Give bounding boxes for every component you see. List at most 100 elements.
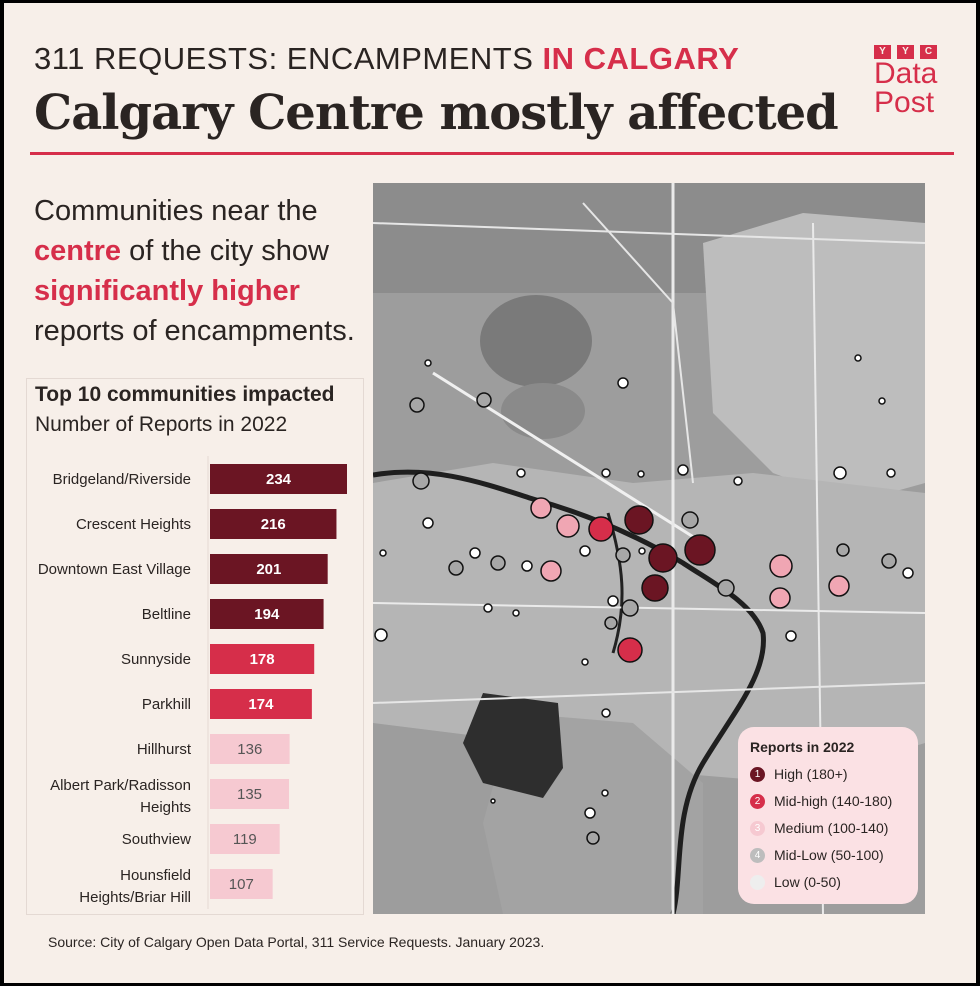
legend-label: Medium (100-140) — [774, 820, 889, 836]
highway-5 — [373, 682, 925, 704]
marker-low — [579, 545, 591, 557]
marker-low — [584, 807, 596, 819]
marker-low — [601, 468, 611, 478]
marker-low — [581, 658, 589, 666]
high-markers — [624, 505, 716, 602]
marker-midlow — [586, 831, 600, 845]
legend-swatch-midlow: 4 — [750, 847, 765, 863]
marker-low — [601, 789, 609, 797]
legend-label: Mid-high (140-180) — [774, 793, 893, 809]
marker-medium — [556, 514, 580, 538]
marker-high — [684, 534, 716, 566]
marker-midlow — [412, 472, 430, 490]
map-canvas — [373, 183, 925, 914]
logo-letter-2: Y — [897, 45, 914, 59]
kicker: 311 REQUESTS: ENCAMPMENTS IN CALGARY — [34, 41, 739, 77]
marker-midlow — [476, 392, 492, 408]
kicker-prefix: 311 REQUESTS: ENCAMPMENTS — [34, 41, 543, 76]
legend-label: Low (0-50) — [774, 874, 841, 890]
headline: Calgary Centre mostly affected — [34, 85, 839, 141]
marker-low — [483, 603, 493, 613]
marker-low — [617, 377, 629, 389]
bar-row: 194 Beltline — [142, 599, 324, 629]
bar — [210, 554, 328, 584]
bar — [210, 464, 347, 494]
bar — [210, 644, 315, 674]
bar-row: 178 Sunnyside — [121, 644, 315, 674]
bar — [210, 869, 273, 899]
bar-category-label: Downtown East Village — [38, 561, 191, 578]
marker-midlow — [604, 616, 618, 630]
marker-low — [521, 560, 533, 572]
medium-markers — [530, 497, 850, 609]
legend-title: Reports in 2022 — [750, 739, 855, 755]
marker-medium — [828, 575, 850, 597]
marker-midlow — [681, 511, 699, 529]
intro-part-2: of the city show — [121, 235, 329, 267]
marker-low — [833, 466, 847, 480]
bar-category-label: Albert Park/Radisson Heights — [50, 777, 191, 816]
marker-medium — [769, 587, 791, 609]
marker-midlow — [836, 543, 850, 557]
bar-value-label: 194 — [254, 606, 280, 623]
bar — [210, 689, 312, 719]
marker-low — [785, 630, 797, 642]
bar-category-label: Crescent Heights — [76, 516, 191, 533]
chart-subtitle: Number of Reports in 2022 — [35, 413, 288, 436]
logo: Y Y C Data Post — [870, 45, 946, 119]
marker-midlow — [615, 547, 631, 563]
marker-low — [512, 609, 520, 617]
bar-row: 119 Southview — [122, 824, 280, 854]
legend-item-midlow: 4 Mid-Low (50-100) — [750, 845, 884, 865]
bar — [210, 599, 324, 629]
midlow-markers — [409, 392, 897, 845]
glenmore-reservoir — [463, 693, 563, 798]
marker-low — [469, 547, 481, 559]
bar-category-label: Hounsfield Heights/Briar Hill — [79, 867, 191, 906]
map — [373, 183, 925, 914]
marker-low — [379, 549, 387, 557]
bar — [210, 824, 280, 854]
marker-midhigh — [617, 637, 643, 663]
marker-medium — [540, 560, 562, 582]
marker-low — [637, 470, 645, 478]
marker-high — [648, 543, 678, 573]
intro-highlight-2: significantly higher — [34, 275, 300, 307]
marker-low — [601, 708, 611, 718]
legend-item-high: 1 High (180+) — [750, 764, 848, 784]
bar-row: 136 Hillhurst — [137, 734, 290, 764]
bar-row: 135 Albert Park/Radisson Heights — [50, 777, 290, 816]
marker-low — [878, 397, 886, 405]
logo-line-2: Post — [874, 86, 935, 119]
bar-category-label: Beltline — [142, 606, 191, 623]
bar-row: 234 Bridgeland/Riverside — [53, 464, 347, 494]
bar-category-label: Hillhurst — [137, 741, 192, 758]
marker-low — [422, 517, 434, 529]
source-note: Source: City of Calgary Open Data Portal… — [48, 934, 545, 950]
low-markers — [374, 354, 914, 837]
logo-line-1: Data — [874, 57, 938, 90]
marker-low — [490, 798, 496, 804]
legend-item-medium: 3 Medium (100-140) — [750, 818, 888, 838]
map-legend: Reports in 2022 1 High (180+) 2 Mid-high (… — [738, 727, 918, 904]
bar-row: 174 Parkhill — [142, 689, 312, 719]
bar — [210, 779, 290, 809]
marker-midlow — [490, 555, 506, 571]
bar-value-label: 216 — [261, 516, 286, 533]
marker-low — [516, 468, 526, 478]
nose-hill-park — [480, 295, 592, 387]
chart-title: Top 10 communities impacted — [35, 383, 335, 406]
intro-text: Communities near the centre of the city … — [34, 191, 364, 351]
legend-swatch-midhigh: 2 — [750, 793, 765, 809]
bar-category-label: Sunnyside — [121, 651, 191, 668]
marker-low — [854, 354, 862, 362]
bar — [210, 734, 290, 764]
marker-high — [641, 574, 669, 602]
highway-3 — [373, 602, 925, 614]
marker-low — [424, 359, 432, 367]
logo-letters: Y Y C — [874, 45, 946, 59]
bar-value-label: 174 — [248, 696, 274, 713]
legend-swatch-low — [750, 874, 765, 890]
legend-item-midhigh: 2 Mid-high (140-180) — [750, 791, 892, 811]
marker-high — [624, 505, 654, 535]
